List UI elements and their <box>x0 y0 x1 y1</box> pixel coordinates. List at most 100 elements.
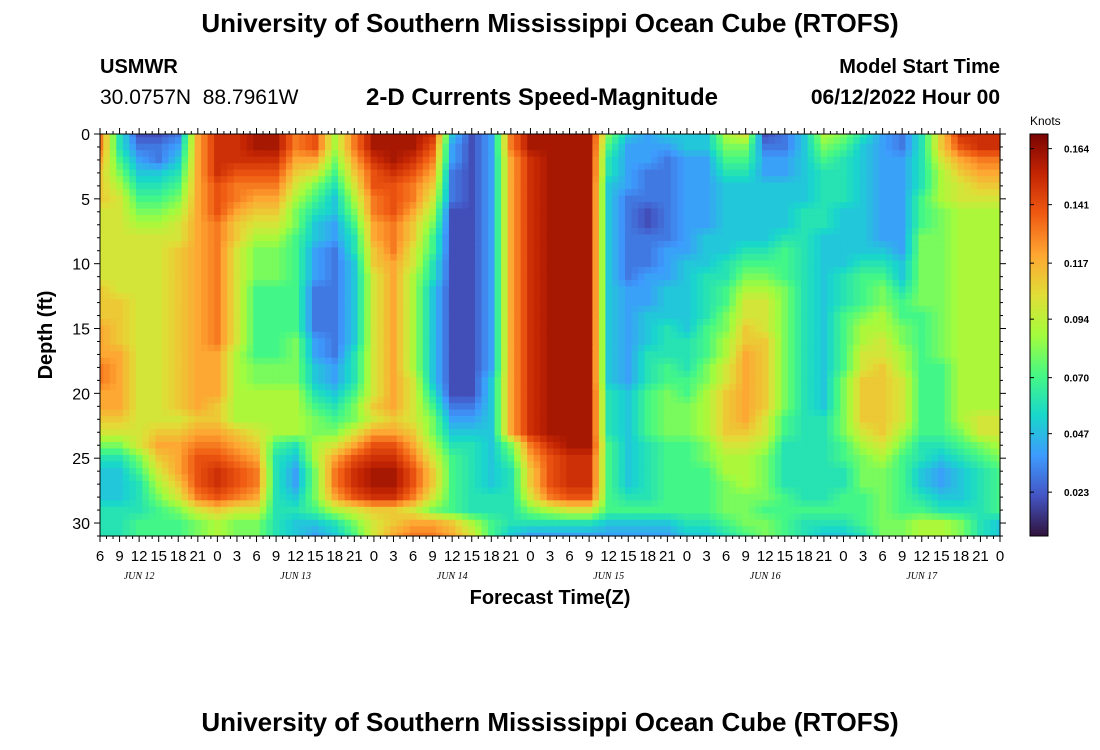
heatmap-cell <box>801 234 809 242</box>
heatmap-cell <box>566 292 574 300</box>
heatmap-cell <box>142 351 150 359</box>
heatmap-cell <box>879 163 887 171</box>
heatmap-cell <box>761 266 770 274</box>
heatmap-cell <box>175 176 183 184</box>
heatmap-cell <box>181 143 189 151</box>
heatmap-cell <box>990 221 998 229</box>
heatmap-cell <box>814 176 822 184</box>
heatmap-cell <box>161 331 170 339</box>
heatmap-cell <box>201 299 209 307</box>
heatmap-cell <box>579 266 587 274</box>
heatmap-cell <box>540 228 548 236</box>
heatmap-cell <box>475 189 483 197</box>
heatmap-cell <box>944 176 952 184</box>
heatmap-cell <box>481 292 489 300</box>
heatmap-cell <box>761 163 770 171</box>
heatmap-cell <box>911 221 920 229</box>
heatmap-cell <box>801 169 809 177</box>
heatmap-cell <box>370 292 378 300</box>
heatmap-cell <box>311 344 320 352</box>
heatmap-cell <box>859 208 867 216</box>
heatmap-cell <box>664 247 672 255</box>
heatmap-cell <box>253 318 261 326</box>
heatmap-cell <box>801 312 809 320</box>
heatmap-cell <box>272 286 280 294</box>
heatmap-cell <box>814 260 822 268</box>
heatmap-cell <box>109 318 117 326</box>
heatmap-cell <box>403 163 411 171</box>
heatmap-cell <box>651 176 659 184</box>
heatmap-cell <box>990 208 998 216</box>
heatmap-cell <box>253 143 261 151</box>
heatmap-cell <box>879 253 887 262</box>
heatmap-cell <box>318 137 326 145</box>
heatmap-cell <box>742 325 750 333</box>
heatmap-cell <box>840 176 848 184</box>
heatmap-cell <box>103 169 111 177</box>
heatmap-cell <box>761 215 770 223</box>
heatmap-cell <box>970 240 978 249</box>
heatmap-cell <box>148 156 157 164</box>
heatmap-cell <box>325 215 333 223</box>
heatmap-cell <box>370 299 378 307</box>
heatmap-cell <box>514 228 522 236</box>
heatmap-cell <box>246 163 254 171</box>
heatmap-cell <box>233 215 241 223</box>
heatmap-cell <box>611 344 620 352</box>
heatmap-cell <box>755 234 763 242</box>
heatmap-cell <box>703 266 711 274</box>
heatmap-cell <box>331 260 339 268</box>
heatmap-cell <box>879 228 887 236</box>
heatmap-cell <box>475 312 483 320</box>
heatmap-cell <box>768 228 776 236</box>
heatmap-cell <box>553 208 561 216</box>
heatmap-cell <box>892 240 900 249</box>
heatmap-cell <box>801 338 809 346</box>
heatmap-cell <box>788 134 796 138</box>
heatmap-cell <box>761 221 770 229</box>
heatmap-cell <box>285 318 293 326</box>
heatmap-cell <box>435 195 443 203</box>
heatmap-cell <box>272 279 280 287</box>
heatmap-cell <box>514 137 522 145</box>
heatmap-cell <box>481 221 489 229</box>
heatmap-cell <box>938 134 946 138</box>
heatmap-cell <box>572 318 580 326</box>
heatmap-cell <box>553 357 561 365</box>
heatmap-cell <box>344 292 352 300</box>
heatmap-cell <box>703 169 711 177</box>
heatmap-cell <box>990 163 998 171</box>
heatmap-cell <box>938 150 946 158</box>
heatmap-cell <box>611 176 620 184</box>
heatmap-cell <box>820 260 828 268</box>
heatmap-cell <box>755 286 763 294</box>
heatmap-cell <box>951 351 959 359</box>
heatmap-cell <box>383 299 391 307</box>
heatmap-cell <box>898 169 907 177</box>
heatmap-cell <box>442 325 450 333</box>
heatmap-cell <box>618 331 626 339</box>
heatmap-cell <box>938 331 946 339</box>
heatmap-cell <box>520 215 528 223</box>
heatmap-cell <box>638 202 646 210</box>
heatmap-cell <box>566 266 574 274</box>
heatmap-cell <box>201 208 209 216</box>
heatmap-cell <box>918 305 926 313</box>
heatmap-cell <box>155 221 163 229</box>
heatmap-cell <box>755 176 763 184</box>
heatmap-cell <box>540 299 548 307</box>
heatmap-cell <box>279 228 287 236</box>
heatmap-cell <box>566 318 574 326</box>
heatmap-cell <box>553 134 561 138</box>
heatmap-cell <box>559 344 567 352</box>
heatmap-cell <box>598 134 607 138</box>
heatmap-cell <box>566 228 574 236</box>
heatmap-cell <box>742 182 750 190</box>
heatmap-cell <box>748 305 757 313</box>
heatmap-cell <box>122 266 130 274</box>
heatmap-cell <box>246 228 254 236</box>
heatmap-cell <box>944 234 952 242</box>
heatmap-cell <box>951 344 959 352</box>
heatmap-cell <box>729 215 737 223</box>
heatmap-cell <box>729 253 737 262</box>
